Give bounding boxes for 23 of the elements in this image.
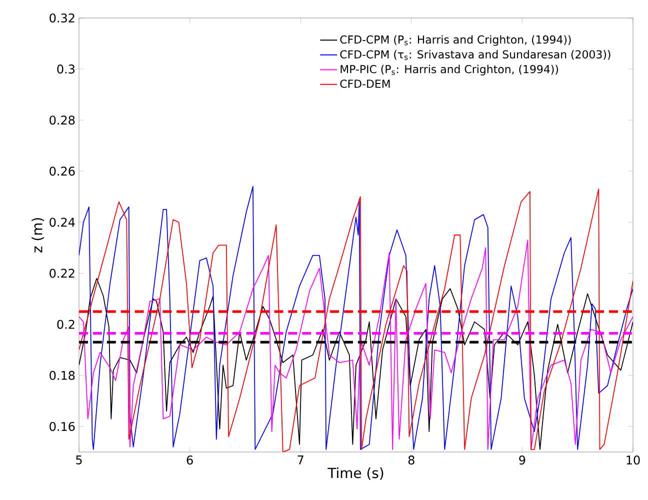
x-tick-label: 9 xyxy=(519,456,526,465)
y-tick-label: 0.32 xyxy=(50,13,74,23)
y-tick-label: 0.18 xyxy=(50,370,75,380)
line-series xyxy=(79,240,634,450)
y-tick-label: 0.3 xyxy=(57,64,75,74)
y-tick-label: 0.2 xyxy=(57,320,74,329)
x-axis-title: Time (s) xyxy=(328,467,384,480)
legend-label: CFD-CPM (τ$_{s}$: Srivastava and Sundaresan (2003)) xyxy=(340,50,610,60)
line-series xyxy=(79,278,634,450)
x-tick-label: 6 xyxy=(186,456,193,465)
legend-label: CFD-DEM xyxy=(340,80,390,88)
x-tick-label: 8 xyxy=(408,456,414,465)
y-tick-label: 0.16 xyxy=(50,422,75,431)
y-tick-label: 0.22 xyxy=(50,268,74,278)
y-tick-label: 0.24 xyxy=(50,218,75,227)
y-axis-title: z (m) xyxy=(32,218,44,253)
legend-label: CFD-CPM (P$_{s}$: Harris and Crighton, (1994)) xyxy=(340,35,571,46)
x-tick-label: 5 xyxy=(76,456,82,464)
legend-label: MP-PIC (P$_{s}$: Harris and Crighton, (1994)) xyxy=(340,64,558,76)
x-tick-label: 7 xyxy=(298,456,304,464)
y-tick-label: 0.26 xyxy=(50,166,75,176)
y-tick-label: 0.28 xyxy=(50,116,75,125)
x-tick-label: 10 xyxy=(626,456,640,465)
